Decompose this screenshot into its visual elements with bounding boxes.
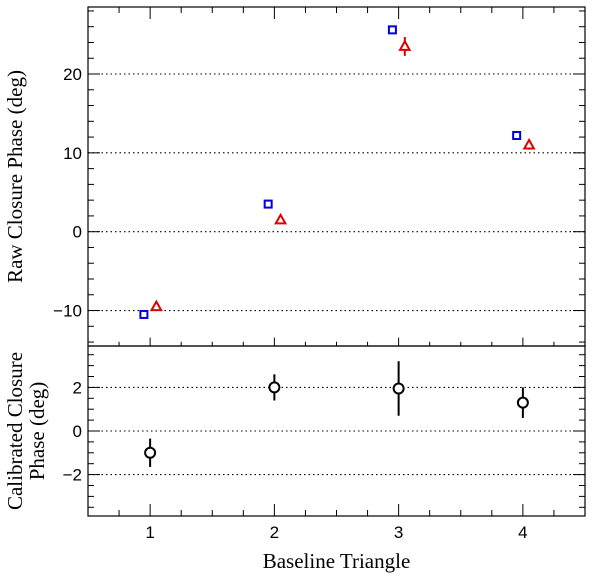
series-1-point xyxy=(512,131,522,141)
series-2-point xyxy=(149,299,163,312)
series-1-point xyxy=(263,199,273,209)
bottom-y-axis-title-line2: Phase (deg) xyxy=(25,382,49,481)
calibrated-point xyxy=(268,381,281,394)
series-1-point xyxy=(387,25,397,35)
ytick-label-top: 0 xyxy=(73,223,82,242)
ytick-label-bottom: 2 xyxy=(73,378,82,397)
series-1-point xyxy=(139,309,149,319)
bottom-y-axis-title-line1: Calibrated Closure xyxy=(3,352,27,510)
ytick-label-top: 10 xyxy=(63,144,82,163)
ytick-label-bottom: 0 xyxy=(73,422,82,441)
series-2-point xyxy=(398,39,412,51)
xtick-label: 1 xyxy=(145,523,154,542)
xtick-label: 4 xyxy=(518,523,527,542)
grid-layer xyxy=(88,73,585,476)
calibrated-point xyxy=(516,396,529,409)
calibrated-point xyxy=(144,446,157,459)
x-axis-title: Baseline Triangle xyxy=(263,549,411,573)
ytick-label-top: 20 xyxy=(63,65,82,84)
top-panel-frame xyxy=(87,6,586,347)
series-2-point xyxy=(522,137,536,150)
xtick-label: 3 xyxy=(394,523,403,542)
series-2-point xyxy=(274,212,288,225)
tick-layer xyxy=(87,7,586,516)
xtick-label: 2 xyxy=(270,523,279,542)
calibrated-point xyxy=(392,382,405,395)
ytick-label-bottom: −2 xyxy=(63,466,82,485)
top-y-axis-title: Raw Closure Phase (deg) xyxy=(3,70,27,283)
bottom-panel-frame xyxy=(87,345,586,517)
frame-layer xyxy=(87,6,586,517)
ytick-label-top: −10 xyxy=(53,302,82,321)
mark-layer xyxy=(139,25,536,467)
label-layer: −10 0 10 20 −2 0 2 1 2 3 4 Raw Closure Phase (deg) C… xyxy=(3,65,528,573)
